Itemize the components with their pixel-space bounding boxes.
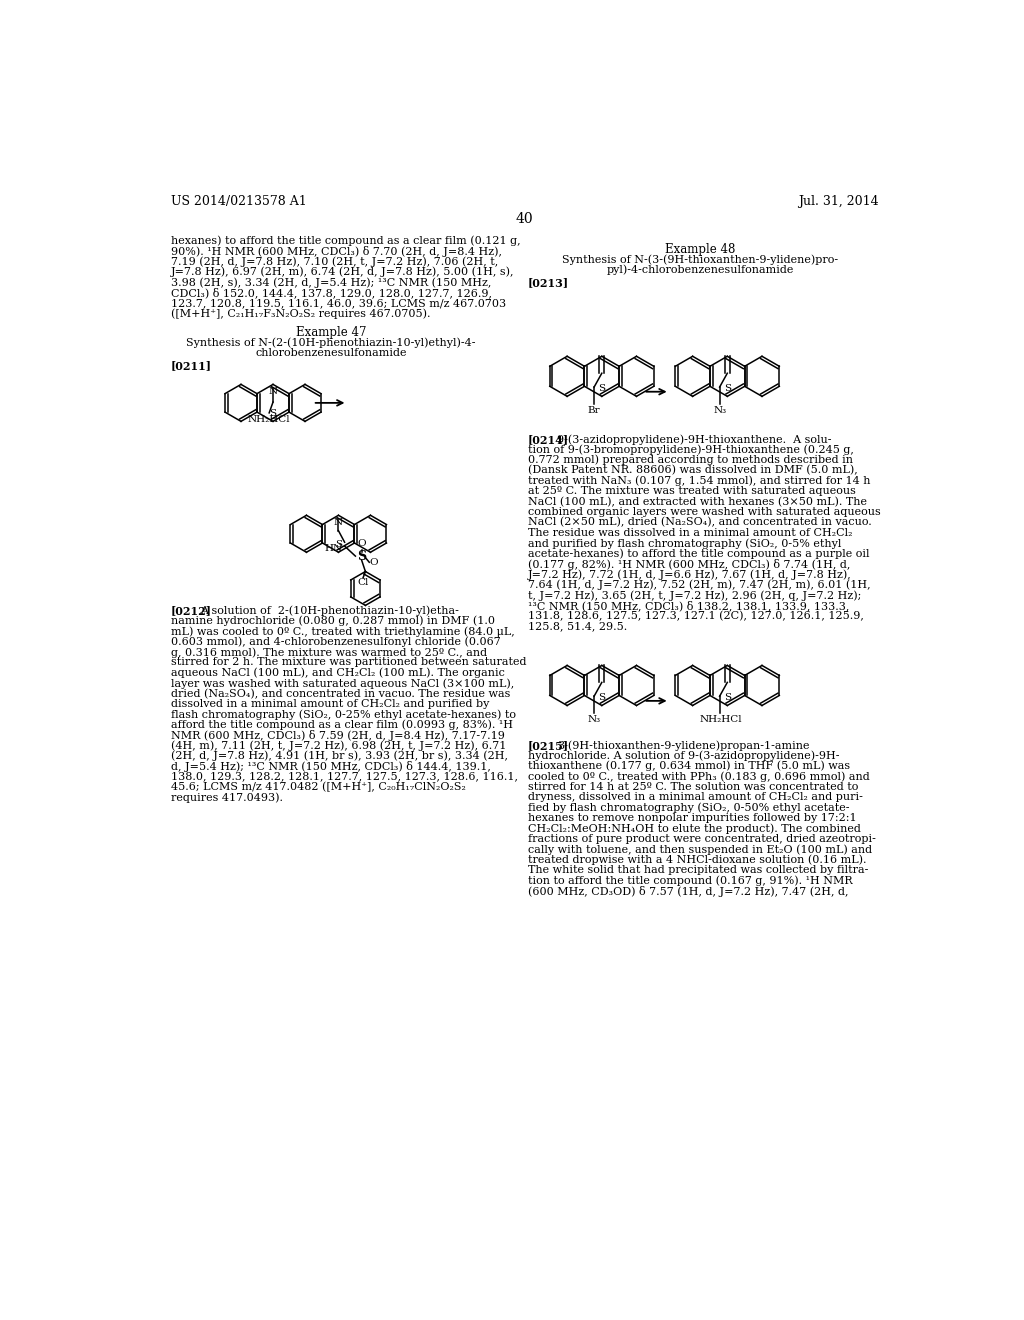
Text: [0214]: [0214] <box>528 434 569 445</box>
Text: (Dansk Patent NR. 88606) was dissolved in DMF (5.0 mL),: (Dansk Patent NR. 88606) was dissolved i… <box>528 465 858 475</box>
Text: thioxanthene (0.177 g, 0.634 mmol) in THF (5.0 mL) was: thioxanthene (0.177 g, 0.634 mmol) in TH… <box>528 760 850 771</box>
Text: 3-(9H-thioxanthen-9-ylidene)propan-1-amine: 3-(9H-thioxanthen-9-ylidene)propan-1-ami… <box>557 741 810 751</box>
Text: dissolved in a minimal amount of CH₂Cl₂ and purified by: dissolved in a minimal amount of CH₂Cl₂ … <box>171 700 489 709</box>
Text: O: O <box>357 540 366 548</box>
Text: 90%). ¹H NMR (600 MHz, CDCl₃) δ 7.70 (2H, d, J=8.4 Hz),: 90%). ¹H NMR (600 MHz, CDCl₃) δ 7.70 (2H… <box>171 246 502 257</box>
Text: cooled to 0º C., treated with PPh₃ (0.183 g, 0.696 mmol) and: cooled to 0º C., treated with PPh₃ (0.18… <box>528 771 869 781</box>
Text: g, 0.316 mmol). The mixture was warmed to 25º C., and: g, 0.316 mmol). The mixture was warmed t… <box>171 647 486 657</box>
Text: 9-(3-azidopropylidene)-9H-thioxanthene.  A solu-: 9-(3-azidopropylidene)-9H-thioxanthene. … <box>557 434 831 445</box>
Text: Cl: Cl <box>357 578 369 587</box>
Text: 138.0, 129.3, 128.2, 128.1, 127.7, 127.5, 127.3, 128.6, 116.1,: 138.0, 129.3, 128.2, 128.1, 127.7, 127.5… <box>171 772 517 781</box>
Text: 125.8, 51.4, 29.5.: 125.8, 51.4, 29.5. <box>528 622 627 631</box>
Text: namine hydrochloride (0.080 g, 0.287 mmol) in DMF (1.0: namine hydrochloride (0.080 g, 0.287 mmo… <box>171 615 495 627</box>
Text: The white solid that had precipitated was collected by filtra-: The white solid that had precipitated wa… <box>528 865 868 875</box>
Text: (2H, d, J=7.8 Hz), 4.91 (1H, br s), 3.93 (2H, br s), 3.34 (2H,: (2H, d, J=7.8 Hz), 4.91 (1H, br s), 3.93… <box>171 751 508 762</box>
Text: CDCl₃) δ 152.0, 144.4, 137.8, 129.0, 128.0, 127.7, 126.9,: CDCl₃) δ 152.0, 144.4, 137.8, 129.0, 128… <box>171 288 492 298</box>
Text: HN: HN <box>325 544 342 553</box>
Text: O: O <box>370 558 378 566</box>
Text: ¹³C NMR (150 MHz, CDCl₃) δ 138.2, 138.1, 133.9, 133.3,: ¹³C NMR (150 MHz, CDCl₃) δ 138.2, 138.1,… <box>528 601 849 611</box>
Text: t, J=7.2 Hz), 3.65 (2H, t, J=7.2 Hz), 2.96 (2H, q, J=7.2 Hz);: t, J=7.2 Hz), 3.65 (2H, t, J=7.2 Hz), 2.… <box>528 590 861 601</box>
Text: The residue was dissolved in a minimal amount of CH₂Cl₂: The residue was dissolved in a minimal a… <box>528 528 852 537</box>
Text: Example 47: Example 47 <box>296 326 366 339</box>
Text: (4H, m), 7.11 (2H, t, J=7.2 Hz), 6.98 (2H, t, J=7.2 Hz), 6.71: (4H, m), 7.11 (2H, t, J=7.2 Hz), 6.98 (2… <box>171 741 506 751</box>
Text: dryness, dissolved in a minimal amount of CH₂Cl₂ and puri-: dryness, dissolved in a minimal amount o… <box>528 792 863 803</box>
Text: Br: Br <box>588 407 600 416</box>
Text: (600 MHz, CD₃OD) δ 7.57 (1H, d, J=7.2 Hz), 7.47 (2H, d,: (600 MHz, CD₃OD) δ 7.57 (1H, d, J=7.2 Hz… <box>528 886 848 896</box>
Text: hydrochloride. A solution of 9-(3-azidopropylidene)-9H-: hydrochloride. A solution of 9-(3-azidop… <box>528 751 840 762</box>
Text: CH₂Cl₂:MeOH:NH₄OH to elute the product). The combined: CH₂Cl₂:MeOH:NH₄OH to elute the product).… <box>528 824 861 834</box>
Text: NMR (600 MHz, CDCl₃) δ 7.59 (2H, d, J=8.4 Hz), 7.17-7.19: NMR (600 MHz, CDCl₃) δ 7.59 (2H, d, J=8.… <box>171 730 505 741</box>
Text: requires 417.0493).: requires 417.0493). <box>171 792 283 803</box>
Text: afford the title compound as a clear film (0.0993 g, 83%). ¹H: afford the title compound as a clear fil… <box>171 719 513 730</box>
Text: at 25º C. The mixture was treated with saturated aqueous: at 25º C. The mixture was treated with s… <box>528 486 856 496</box>
Text: combined organic layers were washed with saturated aqueous: combined organic layers were washed with… <box>528 507 881 517</box>
Text: Example 48: Example 48 <box>666 243 735 256</box>
Text: 131.8, 128.6, 127.5, 127.3, 127.1 (2C), 127.0, 126.1, 125.9,: 131.8, 128.6, 127.5, 127.3, 127.1 (2C), … <box>528 611 864 622</box>
Text: 0.772 mmol) prepared according to methods described in: 0.772 mmol) prepared according to method… <box>528 455 853 466</box>
Text: NH₂HCl: NH₂HCl <box>248 416 291 424</box>
Text: 7.64 (1H, d, J=7.2 Hz), 7.52 (2H, m), 7.47 (2H, m), 6.01 (1H,: 7.64 (1H, d, J=7.2 Hz), 7.52 (2H, m), 7.… <box>528 579 870 590</box>
Text: hexanes) to afford the title compound as a clear film (0.121 g,: hexanes) to afford the title compound as… <box>171 235 520 246</box>
Text: cally with toluene, and then suspended in Et₂O (100 mL) and: cally with toluene, and then suspended i… <box>528 843 872 854</box>
Text: 7.19 (2H, d, J=7.8 Hz), 7.10 (2H, t, J=7.2 Hz), 7.06 (2H, t,: 7.19 (2H, d, J=7.8 Hz), 7.10 (2H, t, J=7… <box>171 256 498 267</box>
Text: S: S <box>724 693 731 702</box>
Text: mL) was cooled to 0º C., treated with triethylamine (84.0 μL,: mL) was cooled to 0º C., treated with tr… <box>171 626 514 636</box>
Text: layer was washed with saturated aqueous NaCl (3×100 mL),: layer was washed with saturated aqueous … <box>171 678 514 689</box>
Text: S: S <box>598 693 605 702</box>
Text: NaCl (2×50 mL), dried (Na₂SO₄), and concentrated in vacuo.: NaCl (2×50 mL), dried (Na₂SO₄), and conc… <box>528 517 871 528</box>
Text: N: N <box>268 387 278 396</box>
Text: NaCl (100 mL), and extracted with hexanes (3×50 mL). The: NaCl (100 mL), and extracted with hexane… <box>528 496 867 507</box>
Text: US 2014/0213578 A1: US 2014/0213578 A1 <box>171 195 306 209</box>
Text: and purified by flash chromatography (SiO₂, 0-5% ethyl: and purified by flash chromatography (Si… <box>528 539 842 549</box>
Text: stirred for 2 h. The mixture was partitioned between saturated: stirred for 2 h. The mixture was partiti… <box>171 657 526 668</box>
Text: [0211]: [0211] <box>171 360 212 371</box>
Text: acetate-hexanes) to afford the title compound as a purple oil: acetate-hexanes) to afford the title com… <box>528 548 869 558</box>
Text: chlorobenzenesulfonamide: chlorobenzenesulfonamide <box>255 348 407 358</box>
Text: stirred for 14 h at 25º C. The solution was concentrated to: stirred for 14 h at 25º C. The solution … <box>528 781 858 792</box>
Text: N: N <box>334 517 343 527</box>
Text: flash chromatography (SiO₂, 0-25% ethyl acetate-hexanes) to: flash chromatography (SiO₂, 0-25% ethyl … <box>171 709 516 719</box>
Text: fied by flash chromatography (SiO₂, 0-50% ethyl acetate-: fied by flash chromatography (SiO₂, 0-50… <box>528 803 849 813</box>
Text: d, J=5.4 Hz); ¹³C NMR (150 MHz, CDCl₃) δ 144.4, 139.1,: d, J=5.4 Hz); ¹³C NMR (150 MHz, CDCl₃) δ… <box>171 762 490 772</box>
Text: J=7.2 Hz), 7.72 (1H, d, J=6.6 Hz), 7.67 (1H, d, J=7.8 Hz),: J=7.2 Hz), 7.72 (1H, d, J=6.6 Hz), 7.67 … <box>528 569 852 579</box>
Text: dried (Na₂SO₄), and concentrated in vacuo. The residue was: dried (Na₂SO₄), and concentrated in vacu… <box>171 689 510 698</box>
Text: aqueous NaCl (100 mL), and CH₂Cl₂ (100 mL). The organic: aqueous NaCl (100 mL), and CH₂Cl₂ (100 m… <box>171 668 505 678</box>
Text: S: S <box>269 409 276 418</box>
Text: S: S <box>335 540 342 549</box>
Text: NH₂HCl: NH₂HCl <box>699 715 742 725</box>
Text: (0.177 g, 82%). ¹H NMR (600 MHz, CDCl₃) δ 7.74 (1H, d,: (0.177 g, 82%). ¹H NMR (600 MHz, CDCl₃) … <box>528 558 850 570</box>
Text: treated with NaN₃ (0.107 g, 1.54 mmol), and stirred for 14 h: treated with NaN₃ (0.107 g, 1.54 mmol), … <box>528 475 870 486</box>
Text: N₃: N₃ <box>588 715 601 725</box>
Text: S: S <box>598 384 605 393</box>
Text: S: S <box>357 549 367 562</box>
Text: J=7.8 Hz), 6.97 (2H, m), 6.74 (2H, d, J=7.8 Hz), 5.00 (1H, s),: J=7.8 Hz), 6.97 (2H, m), 6.74 (2H, d, J=… <box>171 267 514 277</box>
Text: Synthesis of N-(3-(9H-thioxanthen-9-ylidene)pro-: Synthesis of N-(3-(9H-thioxanthen-9-ylid… <box>562 255 839 265</box>
Text: A solution of  2-(10H-phenothiazin-10-yl)etha-: A solution of 2-(10H-phenothiazin-10-yl)… <box>200 606 459 616</box>
Text: pyl)-4-chlorobenzenesulfonamide: pyl)-4-chlorobenzenesulfonamide <box>606 264 794 276</box>
Text: Synthesis of N-(2-(10H-phenothiazin-10-yl)ethyl)-4-: Synthesis of N-(2-(10H-phenothiazin-10-y… <box>186 338 475 348</box>
Text: 123.7, 120.8, 119.5, 116.1, 46.0, 39.6; LCMS m/z 467.0703: 123.7, 120.8, 119.5, 116.1, 46.0, 39.6; … <box>171 298 506 308</box>
Text: hexanes to remove nonpolar impurities followed by 17:2:1: hexanes to remove nonpolar impurities fo… <box>528 813 856 822</box>
Text: [0215]: [0215] <box>528 741 569 751</box>
Text: 0.603 mmol), and 4-chlorobenzenesulfonyl chloride (0.067: 0.603 mmol), and 4-chlorobenzenesulfonyl… <box>171 636 501 647</box>
Text: 40: 40 <box>516 213 534 226</box>
Text: 45.6; LCMS m/z 417.0482 ([M+H⁺], C₂₀H₁₇ClN₂O₂S₂: 45.6; LCMS m/z 417.0482 ([M+H⁺], C₂₀H₁₇C… <box>171 781 466 792</box>
Text: N₃: N₃ <box>713 407 726 416</box>
Text: [0213]: [0213] <box>528 277 569 288</box>
Text: [0212]: [0212] <box>171 606 212 616</box>
Text: fractions of pure product were concentrated, dried azeotropi-: fractions of pure product were concentra… <box>528 834 876 843</box>
Text: tion to afford the title compound (0.167 g, 91%). ¹H NMR: tion to afford the title compound (0.167… <box>528 875 853 886</box>
Text: tion of 9-(3-bromopropylidene)-9H-thioxanthene (0.245 g,: tion of 9-(3-bromopropylidene)-9H-thioxa… <box>528 445 854 455</box>
Text: Jul. 31, 2014: Jul. 31, 2014 <box>799 195 879 209</box>
Text: 3.98 (2H, s), 3.34 (2H, d, J=5.4 Hz); ¹³C NMR (150 MHz,: 3.98 (2H, s), 3.34 (2H, d, J=5.4 Hz); ¹³… <box>171 277 490 288</box>
Text: treated dropwise with a 4 NHCl-dioxane solution (0.16 mL).: treated dropwise with a 4 NHCl-dioxane s… <box>528 854 866 865</box>
Text: ([M+H⁺], C₂₁H₁₇F₃N₂O₂S₂ requires 467.0705).: ([M+H⁺], C₂₁H₁₇F₃N₂O₂S₂ requires 467.070… <box>171 308 430 318</box>
Text: S: S <box>724 384 731 393</box>
